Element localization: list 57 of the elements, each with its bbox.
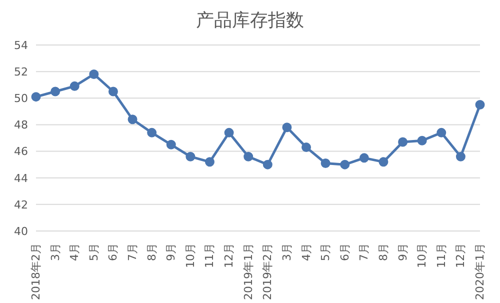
- y-tick-label: 48: [14, 118, 28, 132]
- x-tick-label: 6月: [338, 243, 352, 261]
- point: [282, 122, 292, 132]
- y-tick-label: 52: [14, 65, 28, 78]
- x-tick-label: 12月: [222, 243, 236, 268]
- point: [244, 152, 254, 162]
- point: [186, 152, 196, 162]
- y-tick-label: 42: [14, 198, 28, 212]
- x-tick-label: 2019年1月: [242, 243, 255, 300]
- x-tick-label: 3月: [280, 243, 294, 261]
- point: [417, 136, 427, 146]
- point: [147, 128, 157, 138]
- point: [128, 114, 138, 124]
- point: [204, 157, 214, 167]
- point: [475, 100, 485, 110]
- x-tick-label: 2019年2月: [261, 243, 274, 300]
- x-tick-label: 4月: [68, 243, 82, 261]
- x-tick-label: 10月: [184, 243, 197, 268]
- point: [378, 157, 388, 167]
- point: [50, 86, 60, 96]
- x-tick-label: 7月: [358, 243, 371, 261]
- point: [436, 128, 446, 138]
- x-tick-label: 10月: [416, 243, 429, 268]
- x-tick-label: 2020年1月: [474, 243, 486, 300]
- x-tick-label: 9月: [396, 243, 410, 261]
- point: [89, 69, 99, 79]
- x-tick-label: 4月: [300, 243, 313, 261]
- y-tick-label: 40: [14, 224, 28, 238]
- x-tick-label: 5月: [319, 243, 332, 261]
- point: [398, 137, 408, 147]
- point: [340, 160, 350, 170]
- point: [262, 160, 272, 170]
- x-tick-label: 11月: [434, 243, 448, 268]
- y-tick-label: 50: [14, 92, 28, 106]
- point: [31, 92, 41, 102]
- point: [359, 153, 369, 163]
- x-tick-label: 8月: [145, 243, 158, 261]
- x-tick-label: 3月: [48, 243, 62, 261]
- x-tick-label: 8月: [376, 243, 390, 261]
- y-tick-label: 54: [14, 38, 28, 52]
- point: [70, 81, 80, 91]
- x-tick-label: 7月: [126, 243, 140, 261]
- point: [456, 152, 466, 162]
- point: [320, 158, 330, 168]
- x-tick-label: 2018年2月: [30, 243, 42, 300]
- x-tick-label: 6月: [106, 243, 120, 261]
- y-tick-label: 46: [14, 145, 28, 158]
- x-tick-label: 5月: [87, 243, 100, 261]
- point: [224, 128, 234, 138]
- point: [166, 140, 176, 150]
- chart-title: 产品库存指数: [195, 9, 305, 32]
- y-tick-label: 44: [14, 172, 28, 185]
- x-tick-label: 9月: [164, 243, 178, 261]
- point: [108, 86, 118, 96]
- point: [302, 142, 312, 152]
- x-tick-label: 11月: [203, 243, 216, 268]
- x-tick-label: 12月: [454, 243, 468, 268]
